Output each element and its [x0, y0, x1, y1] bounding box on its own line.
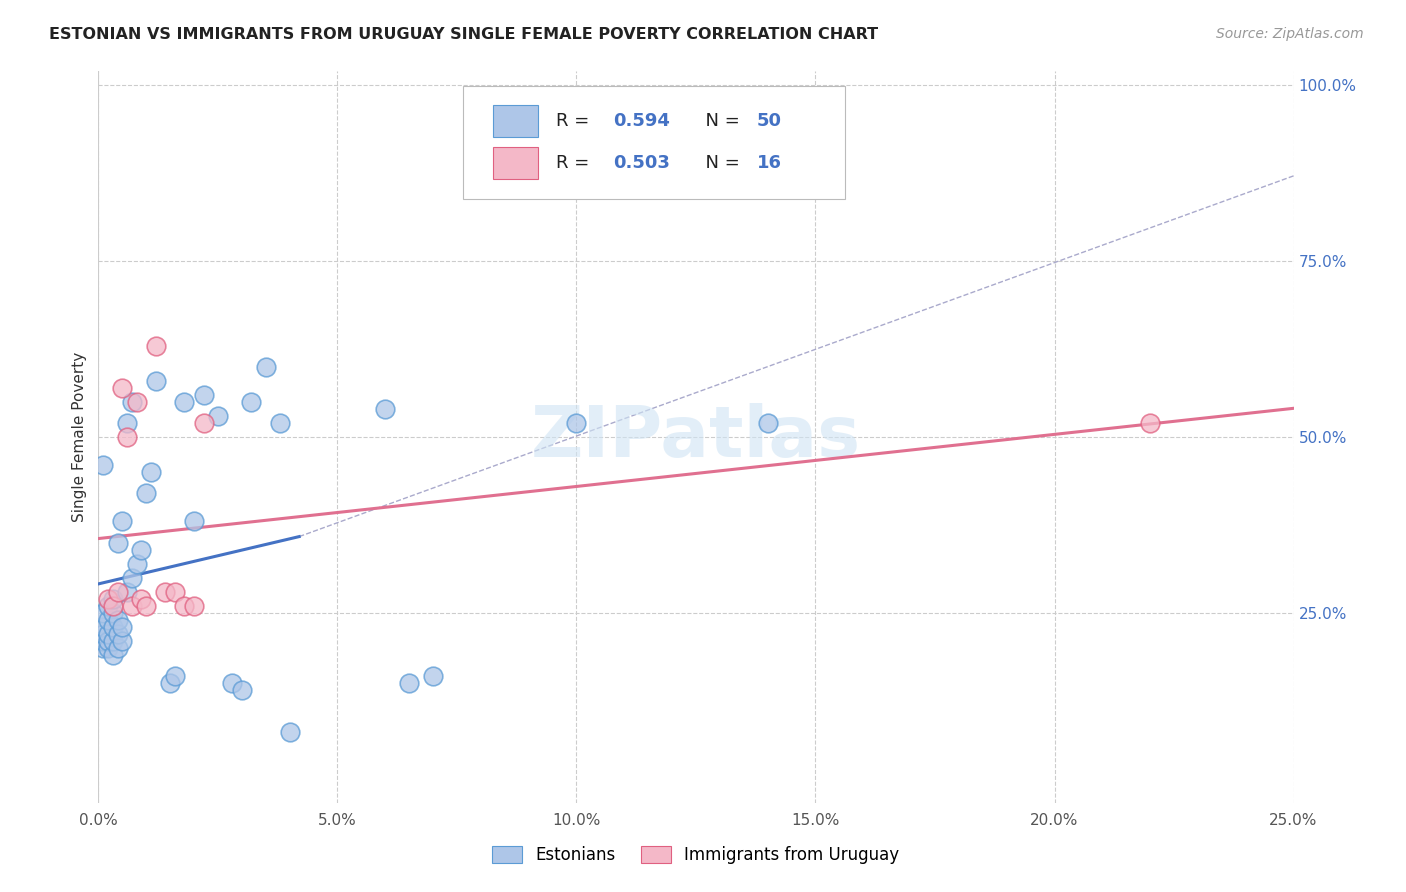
Point [91, 627, 114, 641]
Point [207, 409, 229, 423]
Point [115, 584, 138, 599]
Point [111, 620, 134, 634]
Point [193, 416, 215, 430]
Text: N =: N = [693, 112, 745, 130]
Point [173, 599, 195, 613]
Point [756, 416, 779, 430]
Text: Source: ZipAtlas.com: Source: ZipAtlas.com [1216, 27, 1364, 41]
Point [221, 676, 243, 690]
Point [111, 381, 134, 395]
Point [97, 599, 120, 613]
Text: 0.503: 0.503 [613, 153, 671, 172]
Point [1139, 416, 1161, 430]
Point [91, 634, 114, 648]
Point [107, 641, 129, 656]
Point [183, 515, 205, 529]
Point [159, 676, 181, 690]
Point [139, 465, 162, 479]
Point [115, 416, 138, 430]
Legend: Estonians, Immigrants from Uruguay: Estonians, Immigrants from Uruguay [492, 846, 900, 864]
Point [111, 515, 134, 529]
Text: R =: R = [557, 112, 595, 130]
Point [97, 613, 120, 627]
Point [97, 591, 120, 606]
Point [97, 627, 120, 641]
Point [422, 669, 444, 683]
Point [101, 634, 124, 648]
Point [125, 395, 148, 409]
Point [163, 669, 186, 683]
Point [111, 634, 134, 648]
Point [121, 599, 143, 613]
FancyBboxPatch shape [494, 146, 538, 179]
Text: 16: 16 [756, 153, 782, 172]
Point [231, 683, 253, 698]
Point [107, 584, 129, 599]
Point [107, 613, 129, 627]
Point [91, 641, 114, 656]
Text: R =: R = [557, 153, 595, 172]
Point [115, 430, 138, 444]
Point [97, 634, 120, 648]
Point [374, 401, 396, 416]
Text: N =: N = [693, 153, 745, 172]
Point [173, 395, 195, 409]
Point [398, 676, 420, 690]
Text: 0.594: 0.594 [613, 112, 671, 130]
Point [121, 395, 143, 409]
Point [101, 591, 124, 606]
Point [101, 599, 124, 613]
Point [131, 542, 153, 557]
Point [131, 591, 153, 606]
Point [565, 416, 588, 430]
FancyBboxPatch shape [494, 105, 538, 137]
Point [183, 599, 205, 613]
Point [240, 395, 263, 409]
Point [163, 584, 186, 599]
Point [91, 458, 114, 473]
Text: 50: 50 [756, 112, 782, 130]
FancyBboxPatch shape [463, 86, 845, 200]
Point [107, 535, 129, 549]
Text: ESTONIAN VS IMMIGRANTS FROM URUGUAY SINGLE FEMALE POVERTY CORRELATION CHART: ESTONIAN VS IMMIGRANTS FROM URUGUAY SING… [49, 27, 879, 42]
Point [135, 599, 157, 613]
Point [278, 725, 301, 739]
Point [135, 486, 157, 500]
Point [101, 620, 124, 634]
Point [121, 571, 143, 585]
Y-axis label: Single Female Poverty: Single Female Poverty [72, 352, 87, 522]
Point [97, 641, 120, 656]
Text: ZIPatlas: ZIPatlas [531, 402, 860, 472]
Point [155, 584, 177, 599]
Point [101, 648, 124, 662]
Point [145, 374, 167, 388]
Point [193, 388, 215, 402]
Point [254, 359, 277, 374]
Point [269, 416, 291, 430]
Point [125, 557, 148, 571]
Point [91, 620, 114, 634]
Point [107, 627, 129, 641]
Point [101, 606, 124, 620]
Point [145, 339, 167, 353]
Point [91, 606, 114, 620]
